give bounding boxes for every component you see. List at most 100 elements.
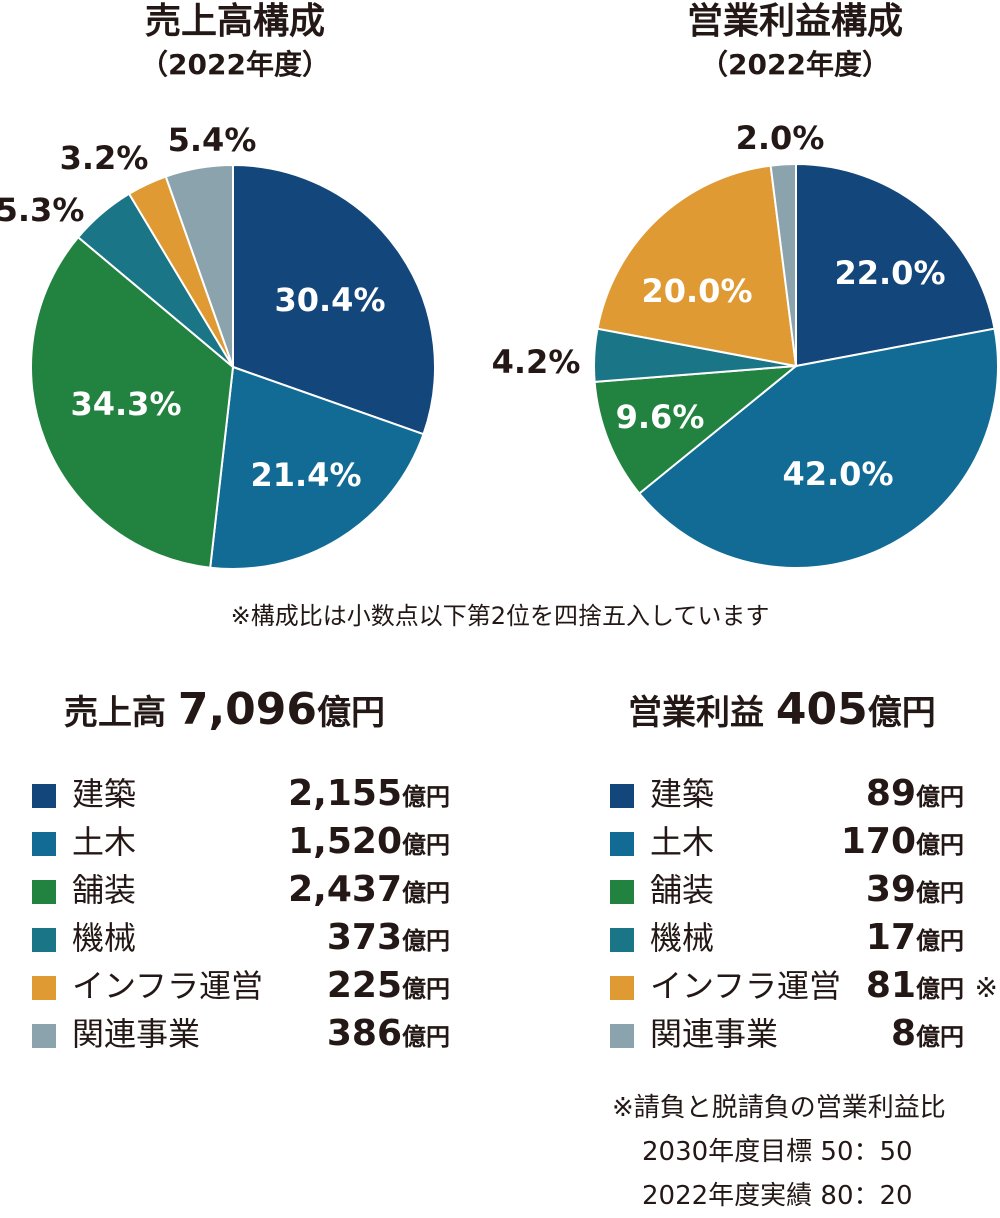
- segment-value: 2,155億円: [288, 774, 450, 817]
- slice-label: 42.0%: [782, 455, 893, 493]
- profit-total-unit: 億円: [867, 693, 936, 733]
- segment-name: 機械: [72, 919, 137, 957]
- sales-total: 売上高 7,096億円: [64, 688, 385, 735]
- legend-row: 関連事業 386億円: [30, 1010, 470, 1058]
- profit-chart-subtitle: （2022年度）: [700, 48, 890, 81]
- footnote-target: 2030年度目標 50：50: [642, 1137, 913, 1167]
- segment-value: 1,520億円: [288, 822, 450, 865]
- sales-chart-title: 売上高構成: [144, 1, 325, 42]
- segment-unit: 億円: [916, 975, 964, 1003]
- segment-name: インフラ運営: [72, 967, 264, 1005]
- segment-amount: 89: [865, 773, 916, 814]
- segment-name: インフラ運営: [650, 967, 842, 1005]
- segment-value: 89億円: [866, 774, 964, 817]
- segment-value: 81億円: [866, 966, 964, 1009]
- segment-amount: 1,520: [288, 821, 402, 862]
- segment-unit: 億円: [916, 879, 964, 907]
- profit-pie-chart: 22.0% 42.0% 9.6% 4.2% 20.0% 2.0%: [492, 119, 999, 569]
- segment-unit: 億円: [402, 927, 450, 955]
- pie-slice: [29, 235, 235, 569]
- legend-swatch: [610, 928, 634, 952]
- sales-total-unit: 億円: [317, 693, 386, 733]
- segment-amount: 8: [890, 1013, 916, 1054]
- segment-name: 関連事業: [650, 1015, 779, 1053]
- segment-name: 土木: [72, 823, 137, 861]
- segment-name: 機械: [650, 919, 715, 957]
- legend-row: インフラ運営 81億円 ※: [608, 962, 1000, 1010]
- legend-row: 機械 17億円: [608, 914, 1000, 962]
- slice-label: 2.0%: [736, 119, 825, 157]
- slice-label: 9.6%: [616, 398, 705, 436]
- legend-swatch: [32, 784, 56, 808]
- segment-value: 373億円: [327, 918, 450, 961]
- legend-row: 関連事業 8億円: [608, 1010, 1000, 1058]
- segment-amount: 2,155: [288, 773, 402, 814]
- pie-slice: [637, 327, 999, 569]
- profit-chart-title: 営業利益構成: [686, 1, 903, 42]
- slice-label: 21.4%: [250, 456, 361, 494]
- legend-row: 建築 89億円: [608, 770, 1000, 818]
- segment-amount: 81: [865, 965, 916, 1006]
- slice-label: 34.3%: [70, 385, 181, 423]
- slice-label: 5.4%: [168, 121, 257, 159]
- pie-slice: [596, 164, 798, 368]
- segment-unit: 億円: [916, 927, 964, 955]
- segment-name: 関連事業: [72, 1015, 201, 1053]
- profit-total-value: 405: [775, 684, 868, 735]
- legend-swatch: [610, 1024, 634, 1048]
- segment-amount: 2,437: [288, 869, 402, 910]
- sales-chart-subtitle: （2022年度）: [140, 48, 330, 81]
- segment-unit: 億円: [402, 831, 450, 859]
- segment-value: 170億円: [841, 822, 964, 865]
- legend-swatch: [610, 784, 634, 808]
- segment-amount: 39: [865, 869, 916, 910]
- pie-slice: [593, 364, 800, 495]
- pie-slice: [769, 162, 797, 367]
- sales-total-value: 7,096: [177, 684, 318, 735]
- segment-name: 舗装: [72, 871, 137, 909]
- legend-row: 舗装 39億円: [608, 866, 1000, 914]
- pie-slice: [164, 163, 234, 368]
- legend-row: 機械 373億円: [30, 914, 470, 962]
- legend-swatch: [32, 928, 56, 952]
- segment-value: 225億円: [327, 966, 450, 1009]
- pie-slice: [232, 163, 436, 436]
- slice-label: 30.4%: [274, 281, 385, 319]
- segment-unit: 億円: [402, 879, 450, 907]
- legend-swatch: [32, 832, 56, 856]
- slice-label: 5.3%: [0, 191, 84, 229]
- profit-ratio-footnote: ※請負と脱請負の営業利益比 2030年度目標 50：50 2022年度実績 80…: [612, 1086, 946, 1218]
- segment-amount: 373: [326, 917, 402, 958]
- segment-amount: 17: [865, 917, 916, 958]
- segment-name: 建築: [72, 775, 137, 813]
- segment-amount: 170: [840, 821, 916, 862]
- slice-label: 4.2%: [492, 343, 581, 381]
- segment-amount: 225: [326, 965, 402, 1006]
- footnote-mark: ※: [974, 971, 998, 1004]
- segment-amount: 386: [326, 1013, 402, 1054]
- pie-slice: [795, 162, 996, 368]
- segment-unit: 億円: [916, 783, 964, 811]
- segment-value: 17億円: [866, 918, 964, 961]
- legend-swatch: [32, 880, 56, 904]
- segment-value: 8億円: [891, 1014, 964, 1057]
- segment-name: 土木: [650, 823, 715, 861]
- legend-swatch: [610, 976, 634, 1000]
- sales-legend: 建築 2,155億円 土木 1,520億円 舗装 2,437億円 機械 373億円 インフラ運営…: [30, 770, 470, 1058]
- legend-swatch: [32, 1024, 56, 1048]
- segment-name: 舗装: [650, 871, 715, 909]
- footnote-actual: 2022年度実績 80：20: [642, 1181, 913, 1211]
- segment-name: 建築: [650, 775, 715, 813]
- segment-unit: 億円: [402, 975, 450, 1003]
- slice-label: 22.0%: [834, 254, 945, 292]
- legend-swatch: [32, 976, 56, 1000]
- segment-value: 386億円: [327, 1014, 450, 1057]
- legend-row: 舗装 2,437億円: [30, 866, 470, 914]
- slice-label: 3.2%: [60, 139, 149, 177]
- slice-label: 20.0%: [641, 272, 752, 310]
- legend-swatch: [610, 832, 634, 856]
- sales-total-label: 売上高: [64, 693, 166, 733]
- rounding-note: ※構成比は小数点以下第2位を四捨五入しています: [230, 602, 770, 630]
- legend-row: インフラ運営 225億円: [30, 962, 470, 1010]
- profit-total-label: 営業利益: [628, 693, 764, 733]
